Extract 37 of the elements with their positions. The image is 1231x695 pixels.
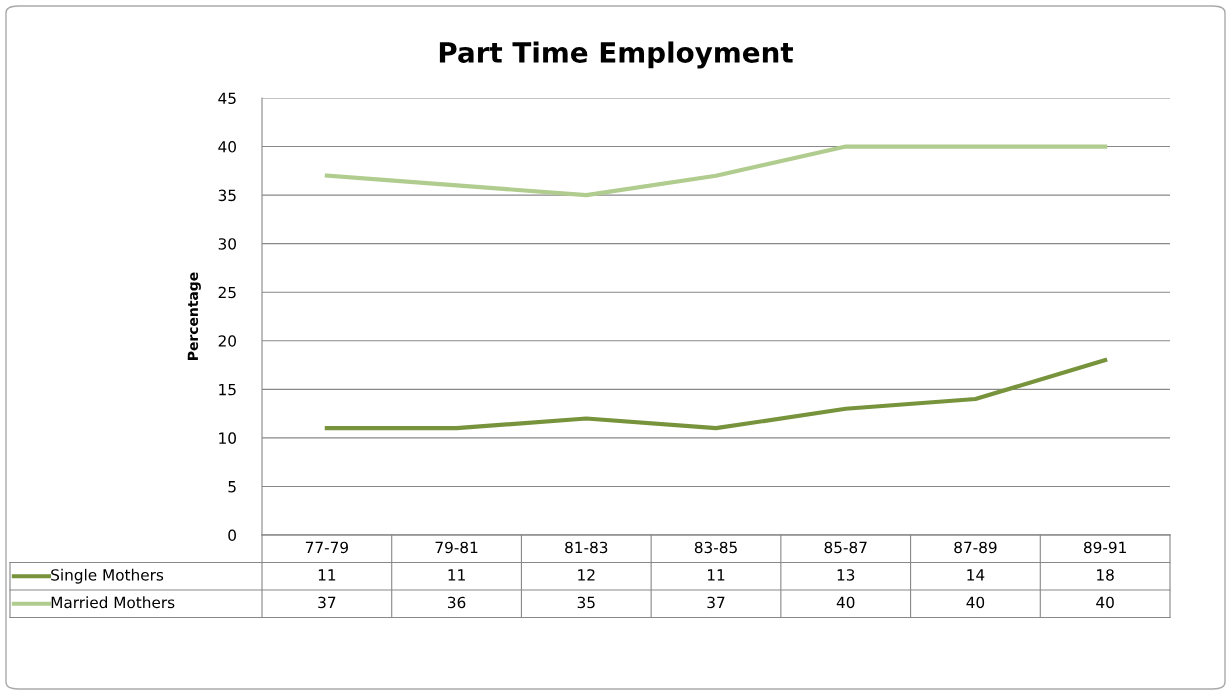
x-tick-label: 77-79 (305, 541, 348, 554)
y-tick-label: 35 (218, 189, 236, 202)
x-tick-label: 83-85 (694, 541, 737, 554)
data-label: 40 (1096, 596, 1114, 609)
data-label: 11 (318, 569, 336, 581)
data-label: 14 (967, 569, 985, 581)
line-series (324, 358, 1108, 431)
y-tick-label: 10 (219, 432, 236, 444)
data-label: 12 (578, 569, 595, 581)
data-label: 36 (448, 596, 466, 609)
data-label: 11 (448, 569, 465, 581)
y-tick-label: 20 (218, 335, 236, 347)
y-tick-label: 25 (218, 286, 236, 299)
data-label: 37 (707, 596, 725, 609)
data-label: 11 (707, 569, 725, 581)
data-label: 37 (318, 596, 336, 609)
legend-label: Single Mothers (51, 568, 164, 584)
y-axis-title: Percentage (187, 272, 201, 360)
y-tick-label: 0 (228, 529, 236, 542)
y-tick-label: 45 (218, 92, 236, 105)
x-tick-label: 81-83 (565, 541, 608, 554)
y-tick-label: 5 (228, 481, 236, 493)
data-label: 40 (836, 596, 855, 609)
x-tick-label: 87-89 (954, 541, 997, 554)
line-series (324, 144, 1108, 198)
legend-label: Married Mothers (51, 596, 175, 609)
x-tick-label: 85-87 (824, 541, 867, 554)
y-tick-label: 30 (218, 238, 236, 250)
data-label: 35 (577, 596, 595, 609)
chart-title: Part Time Employment (439, 41, 794, 69)
data-label: 18 (1097, 569, 1114, 581)
x-tick-label: 79-81 (435, 541, 478, 554)
y-tick-label: 15 (219, 384, 236, 396)
x-tick-label: 89-91 (1083, 541, 1126, 554)
data-label: 40 (966, 596, 985, 609)
data-label: 13 (837, 569, 855, 581)
y-tick-label: 40 (218, 141, 236, 153)
